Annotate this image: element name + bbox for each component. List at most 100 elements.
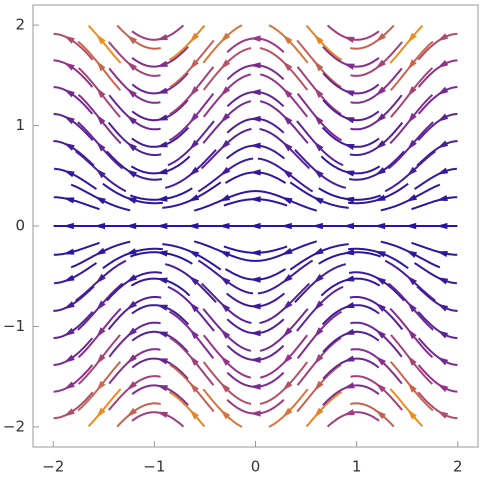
arrowhead	[375, 32, 386, 43]
arrowhead	[313, 354, 324, 365]
streamline	[54, 262, 98, 285]
arrowhead	[220, 32, 231, 43]
arrowhead	[313, 34, 324, 45]
x-tick-label: 1	[352, 458, 362, 476]
arrowhead	[188, 275, 200, 286]
arrowhead	[220, 328, 231, 339]
arrowhead	[282, 34, 293, 45]
arrowhead	[436, 167, 449, 175]
arrowhead	[63, 381, 75, 390]
streamline	[53, 364, 94, 393]
arrowhead	[343, 117, 355, 124]
streamline	[53, 391, 94, 420]
arrowhead	[343, 328, 355, 335]
arrowhead	[62, 197, 75, 204]
y-tick-label: 1	[15, 116, 25, 134]
arrowhead	[249, 383, 261, 390]
arrowhead	[437, 113, 449, 122]
arrowhead	[220, 409, 231, 420]
streamline	[296, 39, 342, 89]
arrowhead	[282, 87, 293, 98]
streamline	[169, 39, 215, 89]
arrowhead	[375, 113, 386, 123]
arrowhead	[249, 169, 261, 176]
arrowhead	[95, 168, 106, 179]
streamline	[225, 292, 285, 308]
streamline	[168, 92, 215, 142]
arrowhead	[407, 32, 417, 44]
arrowhead	[342, 249, 355, 256]
arrowhead	[407, 382, 417, 393]
arrowhead	[375, 356, 386, 366]
arrowhead	[407, 59, 417, 70]
arrowhead	[343, 36, 355, 43]
arrowhead	[156, 331, 168, 338]
arrowhead	[187, 194, 200, 202]
arrowhead	[126, 142, 137, 152]
arrowhead	[220, 355, 231, 366]
arrowhead	[313, 60, 324, 72]
arrowhead	[62, 248, 75, 255]
arrowhead	[220, 382, 231, 393]
streamline	[321, 126, 380, 148]
arrowhead	[189, 302, 199, 313]
arrowhead	[156, 87, 168, 94]
arrowhead	[343, 144, 355, 150]
streamline	[53, 32, 94, 61]
arrowhead	[313, 87, 324, 98]
x-tick-label: −2	[42, 458, 64, 476]
streamline	[168, 391, 206, 428]
arrowhead	[125, 274, 137, 283]
arrowhead	[437, 60, 449, 69]
arrowhead	[407, 139, 417, 151]
arrowhead	[189, 112, 199, 124]
arrowhead	[407, 408, 417, 420]
arrowhead	[156, 250, 168, 257]
arrowhead	[282, 61, 293, 72]
arrowhead	[313, 141, 324, 152]
arrowhead	[187, 250, 200, 258]
arrowhead	[375, 140, 386, 150]
x-tick-label: 0	[251, 458, 261, 476]
arrowhead	[218, 250, 231, 258]
streamline	[226, 318, 285, 335]
streamline	[296, 337, 342, 386]
arrowhead	[189, 382, 199, 393]
arrowhead	[220, 139, 231, 150]
arrowhead	[343, 90, 355, 97]
y-tick-label: −1	[3, 317, 25, 335]
arrowhead	[342, 196, 355, 203]
arrowhead	[156, 168, 168, 175]
arrowhead	[313, 380, 324, 392]
arrowhead	[375, 59, 386, 70]
arrowhead	[282, 354, 293, 365]
arrowhead	[125, 169, 137, 178]
arrowhead	[126, 88, 137, 98]
arrowhead	[126, 381, 137, 391]
arrowhead	[219, 276, 231, 286]
arrowhead	[406, 166, 417, 177]
arrowhead	[189, 409, 199, 420]
streamline	[116, 402, 161, 428]
arrowhead	[282, 114, 293, 125]
arrowhead	[437, 383, 449, 392]
streamline	[417, 337, 458, 366]
arrowhead	[281, 168, 293, 178]
arrowhead	[281, 247, 293, 256]
streamline	[53, 196, 100, 211]
arrowhead	[343, 275, 355, 282]
streamline	[296, 363, 342, 413]
arrowhead	[95, 273, 106, 284]
streamline	[414, 167, 457, 190]
streamline	[131, 24, 185, 41]
streamline	[130, 277, 191, 297]
streamline	[53, 285, 95, 312]
streamline	[389, 24, 424, 64]
arrowhead	[343, 409, 355, 416]
arrowhead	[313, 407, 324, 418]
arrowhead	[436, 251, 448, 257]
arrowhead	[407, 112, 417, 124]
arrowhead	[156, 304, 168, 311]
streamline	[131, 411, 185, 428]
x-tick-label: −1	[143, 458, 165, 476]
